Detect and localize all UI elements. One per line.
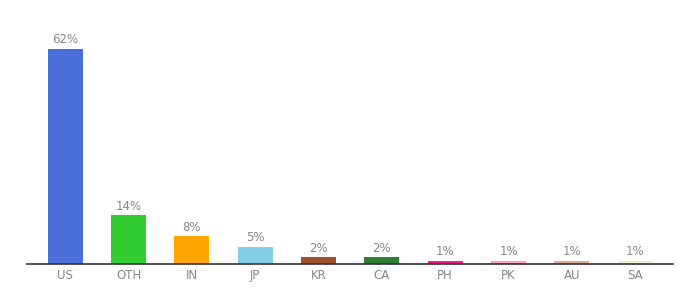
- Bar: [554, 260, 590, 264]
- Text: 14%: 14%: [116, 200, 141, 213]
- Text: 62%: 62%: [52, 33, 78, 46]
- Bar: [364, 257, 399, 264]
- Bar: [491, 260, 526, 264]
- Bar: [618, 260, 653, 264]
- Bar: [175, 236, 209, 264]
- Bar: [111, 215, 146, 264]
- Text: 1%: 1%: [562, 245, 581, 258]
- Bar: [48, 49, 82, 264]
- Text: 2%: 2%: [309, 242, 328, 255]
- Text: 1%: 1%: [436, 245, 454, 258]
- Text: 2%: 2%: [373, 242, 391, 255]
- Text: 1%: 1%: [626, 245, 645, 258]
- Bar: [238, 247, 273, 264]
- Text: 8%: 8%: [183, 221, 201, 234]
- Text: 1%: 1%: [499, 245, 518, 258]
- Bar: [428, 260, 462, 264]
- Text: 5%: 5%: [246, 231, 265, 244]
- Bar: [301, 257, 336, 264]
